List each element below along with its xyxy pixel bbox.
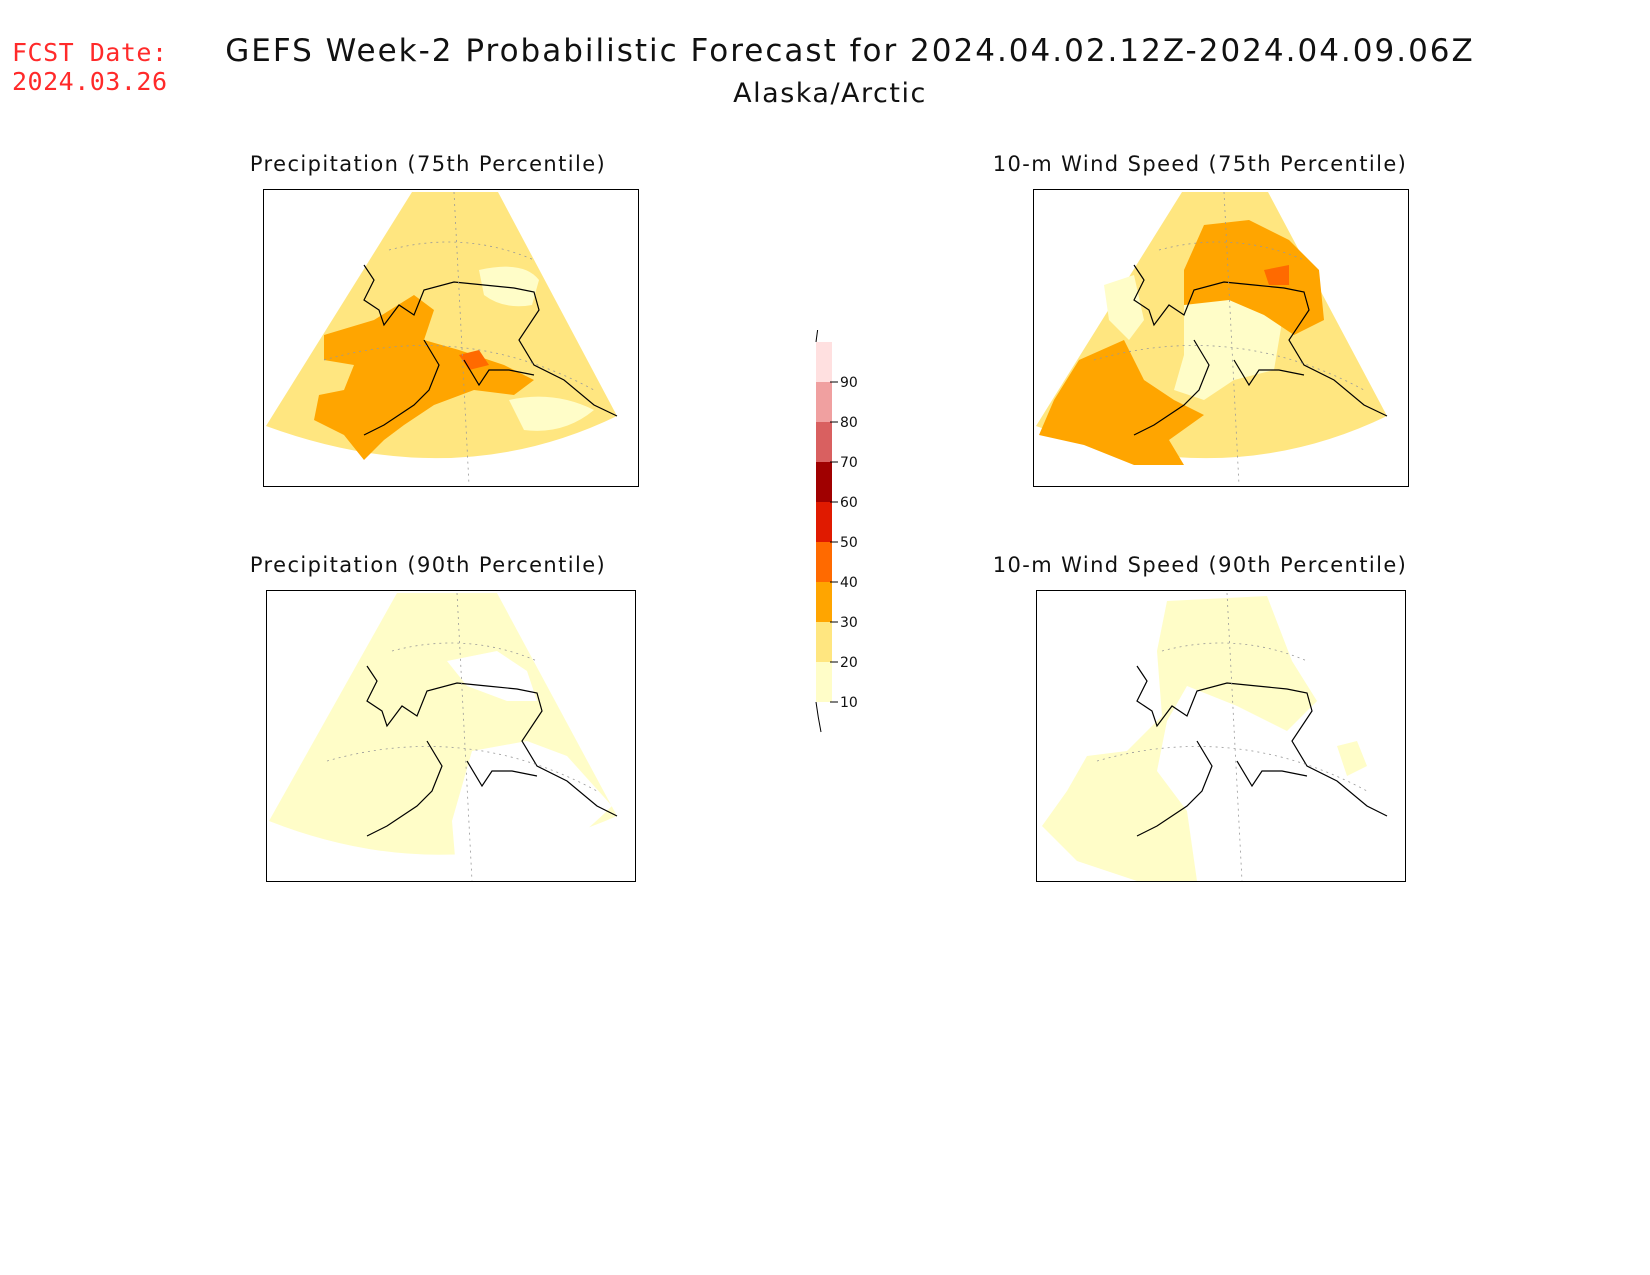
fcst-date-label: FCST Date: 2024.03.26 — [12, 38, 168, 96]
colorbar-top-extension — [815, 330, 819, 343]
no-prob-region — [452, 741, 612, 881]
map-precip90 — [266, 590, 636, 882]
colorbar-tick-label: 10 — [840, 695, 858, 711]
map-wind90 — [1036, 590, 1406, 882]
colorbar-tick-label: 60 — [840, 495, 858, 511]
map-precip75 — [263, 189, 639, 487]
coastline-lines — [1136, 665, 1388, 837]
map-wind75 — [1033, 189, 1409, 487]
coastline-lines — [363, 264, 618, 436]
higher-prob-region — [1264, 265, 1289, 285]
colorbar-segments — [815, 330, 832, 733]
panel-title-precip90: Precipitation (90th Percentile) — [249, 553, 607, 577]
coastline-lines — [366, 665, 618, 837]
colorbar-labels: 10 20 30 40 50 60 70 80 90 — [830, 375, 858, 711]
colorbar-tick-label: 20 — [840, 655, 858, 671]
low-prob-region — [479, 266, 539, 307]
colorbar-tick-label: 40 — [840, 575, 858, 591]
graticule-lines — [326, 592, 598, 881]
region-subtitle: Alaska/Arctic — [733, 78, 927, 109]
colorbar-tick-label: 70 — [840, 455, 858, 471]
colorbar: 10 20 30 40 50 60 70 80 90 — [815, 330, 858, 733]
high-prob-region — [1184, 220, 1324, 335]
colorbar-tick-label: 80 — [840, 415, 858, 431]
low-prob-region — [1337, 741, 1367, 776]
high-prob-region — [314, 295, 534, 460]
low-prob-region — [1104, 275, 1144, 340]
colorbar-tick-label: 30 — [840, 615, 858, 631]
panel-title-precip75: Precipitation (75th Percentile) — [249, 152, 607, 176]
map-precip90-svg — [269, 592, 618, 881]
graticule-lines — [1093, 191, 1365, 486]
colorbar-segment — [816, 502, 832, 542]
panel-title-wind90: 10-m Wind Speed (90th Percentile) — [992, 553, 1408, 577]
colorbar-segment — [816, 662, 832, 702]
map-wind75-svg — [1036, 191, 1388, 486]
graticule-lines — [323, 191, 595, 486]
low-prob-region — [1042, 596, 1317, 881]
colorbar-segment — [816, 462, 832, 502]
low-prob-region — [509, 396, 594, 431]
graticule-lines — [1096, 592, 1368, 881]
panel-title-wind75: 10-m Wind Speed (75th Percentile) — [992, 152, 1408, 176]
map-wind90-svg — [1039, 592, 1388, 881]
colorbar-bottom-extension — [815, 701, 822, 733]
high-prob-region — [1039, 340, 1204, 465]
colorbar-segment — [816, 382, 832, 422]
colorbar-tick-label: 50 — [840, 535, 858, 551]
colorbar-segment — [816, 542, 832, 582]
colorbar-segment — [816, 422, 832, 462]
colorbar-segment — [816, 342, 832, 382]
fcst-label-text: FCST Date: — [12, 38, 168, 67]
colorbar-tick-label: 90 — [840, 375, 858, 391]
map-precip75-svg — [266, 191, 618, 486]
colorbar-segment — [816, 622, 832, 662]
coastline-lines — [1133, 264, 1388, 436]
page-title: GEFS Week-2 Probabilistic Forecast for 2… — [225, 33, 1475, 69]
fcst-date-value: 2024.03.26 — [12, 67, 168, 96]
colorbar-segment — [816, 582, 832, 622]
